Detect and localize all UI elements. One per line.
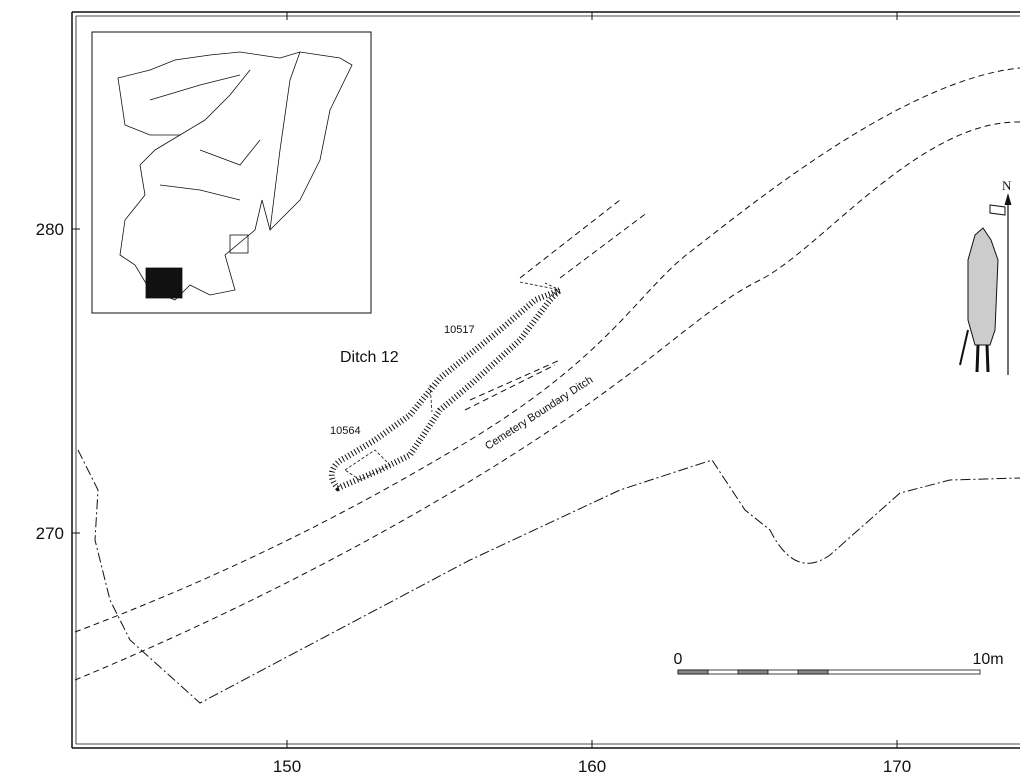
label: 10564 [330,425,361,437]
ditch-12-outline [344,281,561,481]
scale-label: 10m [972,651,1003,668]
excavation-limit [77,449,1020,704]
frame [71,11,1020,749]
grid-label: 280 [36,220,64,239]
scale-label: 0 [674,651,683,668]
label: Cemetery Boundary Ditch [483,374,595,453]
scale-bar [677,669,981,675]
grid-label: 270 [36,524,64,543]
north-arrow [959,193,1012,375]
label: Ditch 12 [340,349,399,366]
ditch-12 [328,287,563,492]
north-label: N [1002,178,1012,193]
label: 10517 [444,324,475,336]
grid-label: 160 [578,757,606,776]
grid-label: 170 [883,757,911,776]
boundary-ditch [74,67,1020,681]
inset-map [91,31,372,314]
grid-label: 150 [273,757,301,776]
